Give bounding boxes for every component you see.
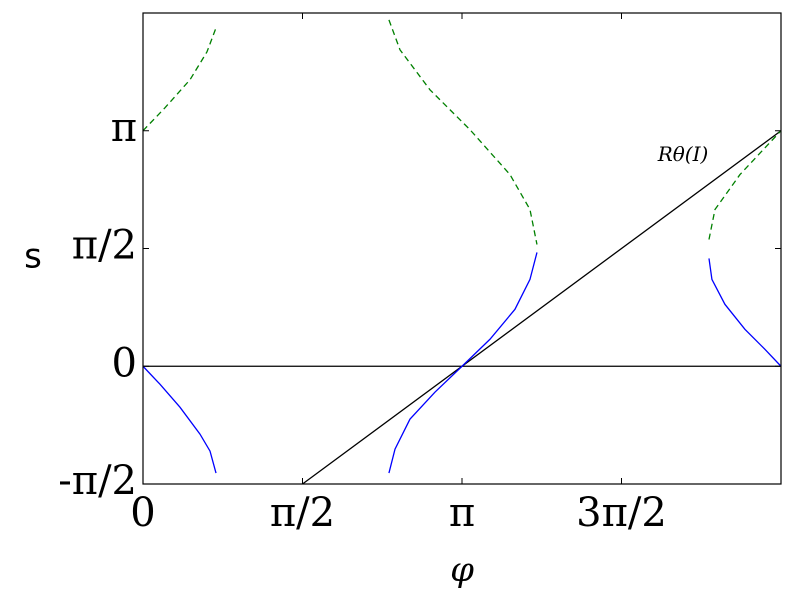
line: [302, 130, 782, 485]
x-axis-label: φ: [450, 550, 474, 590]
line: [142, 27, 217, 132]
y-axis-label: s: [24, 237, 42, 277]
x-tick-label: 3π/2: [576, 490, 667, 536]
y-tick-label: π/2: [72, 223, 137, 269]
y-tick-label: -π/2: [58, 458, 137, 504]
y-tick-label: π: [111, 105, 137, 151]
line: [708, 130, 782, 240]
line: [388, 252, 538, 474]
x-tick-label: 0: [130, 490, 155, 536]
y-tick-label: 0: [112, 340, 137, 386]
annotation: Rθ(I): [657, 142, 709, 166]
line: [142, 365, 217, 474]
x-tick-label: π: [449, 490, 475, 536]
line: [388, 19, 538, 245]
x-tick-label: π/2: [270, 490, 335, 536]
line: [708, 258, 782, 367]
